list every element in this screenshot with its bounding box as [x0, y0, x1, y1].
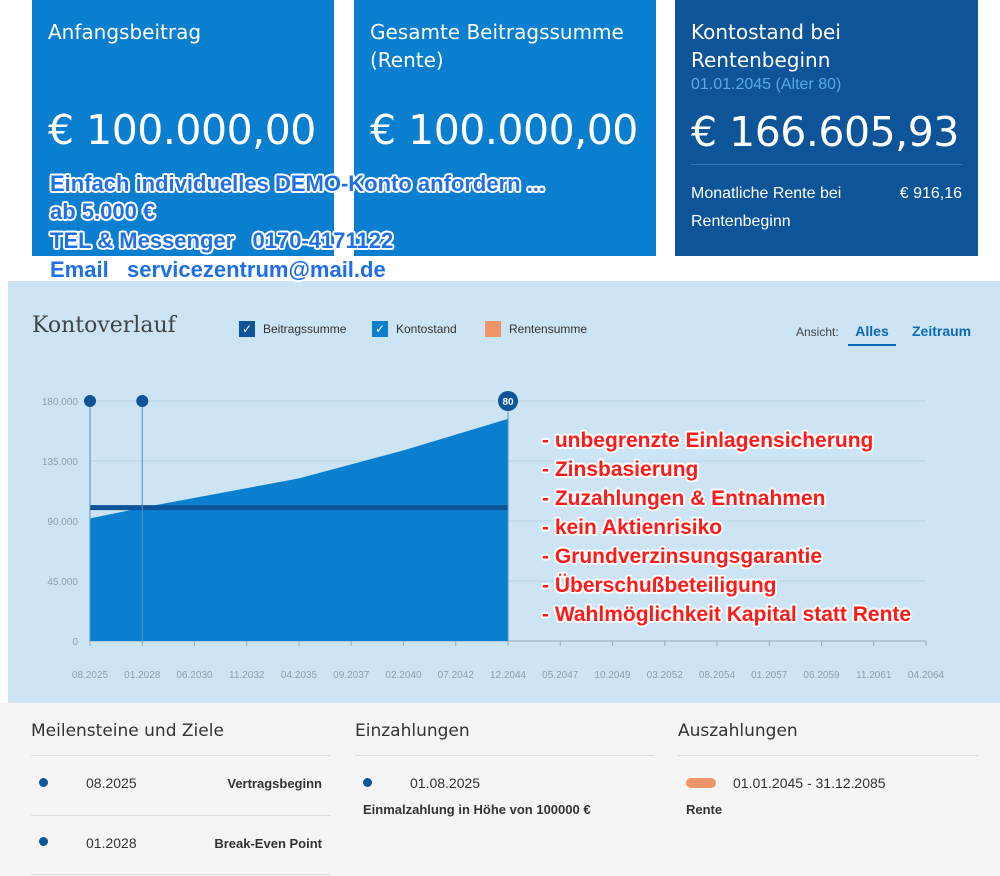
chart-canvas: 0 45.000 90.000 135.000 180.000 08.2025 01.202…: [42, 391, 945, 681]
monthly-pension-value: € 916,16: [899, 185, 962, 202]
x-tick-label: 03.2052: [647, 670, 684, 681]
feature-line: - kein Aktienrisiko: [542, 516, 723, 539]
total-contribution-card: Gesamte Beitragssumme (Rente) € 100.000,…: [354, 0, 656, 256]
legend-item-beitragssumme[interactable]: ✓ Beitragssumme: [239, 321, 346, 337]
feature-line: - Zinsbasierung: [542, 458, 699, 481]
x-tick-label: 08.2054: [699, 670, 736, 681]
view-label: Ansicht:: [796, 325, 839, 339]
payment-out-date: 01.01.2045 - 31.12.2085: [733, 775, 886, 791]
x-tick-label: 12.2044: [490, 670, 527, 681]
x-tick-label: 11.2032: [229, 670, 265, 681]
payment-in-date: 01.08.2025: [410, 775, 481, 791]
y-tick-label: 45.000: [47, 577, 78, 588]
monthly-pension-label: Monatliche Rente bei Rentenbeginn: [691, 185, 842, 230]
x-tick-label: 01.2028: [124, 670, 161, 681]
feature-line: - unbegrenzte Einlagensicherung: [542, 429, 874, 452]
ad-line: TEL & Messenger 0170-4171122: [50, 228, 394, 253]
checkbox-unchecked-icon[interactable]: [485, 321, 501, 337]
payment-in-desc: Einmalzahlung in Höhe von 100000 €: [363, 802, 591, 817]
divider: [678, 755, 978, 756]
card-amount: € 166.605,93: [691, 108, 959, 156]
milestone-dot-icon: [39, 778, 48, 787]
milestone-date: 08.2025: [86, 775, 137, 791]
legend-label: Rentensumme: [509, 322, 588, 336]
marker-dot: [84, 395, 96, 407]
details-section: Meilensteine und Ziele 08.2025 Vertragsb…: [0, 703, 1000, 876]
payments-in-heading: Einzahlungen: [355, 721, 470, 741]
payment-out-desc: Rente: [686, 802, 723, 817]
balance-at-retirement-card: Kontostand bei Rentenbeginn 01.01.2045 (…: [675, 0, 978, 256]
x-tick-label: 06.2030: [176, 670, 213, 681]
ad-line: ab 5.000 €: [50, 199, 156, 224]
divider: [31, 815, 330, 816]
milestone-label: Vertragsbeginn: [227, 776, 322, 791]
legend-label: Kontostand: [396, 322, 457, 336]
x-tick-label: 11.2061: [856, 670, 892, 681]
feature-line: - Grundverzinsungsgarantie: [542, 545, 823, 568]
chart-panel: Kontoverlauf ✓ Beitragssumme ✓ Kontostan…: [8, 281, 1000, 703]
marker-dot: [498, 391, 518, 411]
x-tick-label: 04.2035: [281, 670, 318, 681]
payment-dot-icon: [363, 778, 372, 787]
y-tick-label: 135.000: [42, 457, 79, 468]
x-tick-label: 05.2047: [542, 670, 579, 681]
marker-dot: [136, 395, 149, 407]
card-title: Gesamte Beitragssumme (Rente): [370, 20, 624, 72]
x-tick-label: 08.2025: [72, 670, 109, 681]
y-tick-label: 90.000: [47, 517, 78, 528]
card-divider: [691, 164, 962, 165]
x-tick-label: 07.2042: [438, 670, 475, 681]
payments-out-heading: Auszahlungen: [678, 721, 798, 741]
divider: [31, 755, 330, 756]
x-tick-label: 04.2064: [908, 670, 945, 681]
feature-line: - Überschußbeteiligung: [542, 574, 777, 597]
y-tick-label: 0: [72, 637, 78, 648]
x-tick-label: 09.2037: [333, 670, 370, 681]
card-amount: € 100.000,00: [370, 106, 638, 154]
divider: [355, 755, 654, 756]
initial-contribution-card: Anfangsbeitrag € 100.000,00: [32, 0, 334, 256]
legend-item-kontostand[interactable]: ✓ Kontostand: [372, 321, 457, 337]
card-title: Anfangsbeitrag: [48, 20, 202, 44]
divider: [31, 874, 330, 875]
view-tab-zeitraum[interactable]: Zeitraum: [912, 323, 972, 339]
chart-title: Kontoverlauf: [32, 313, 176, 338]
x-tick-label: 02.2040: [385, 670, 422, 681]
milestone-label: Break-Even Point: [214, 836, 322, 851]
card-subtitle: 01.01.2045 (Alter 80): [691, 76, 842, 93]
milestones-heading: Meilensteine und Ziele: [31, 721, 224, 741]
ad-line: Einfach individuelles DEMO-Konto anforde…: [50, 171, 546, 196]
card-title: Kontostand bei Rentenbeginn: [691, 20, 841, 72]
card-amount: € 100.000,00: [48, 106, 316, 154]
area-kontostand: [90, 418, 508, 641]
pension-pill-icon: [686, 778, 716, 788]
x-tick-label: 06.2059: [803, 670, 840, 681]
x-tick-label: 10.2049: [594, 670, 631, 681]
ad-line: Email servicezentrum@mail.de: [50, 257, 386, 282]
milestone-dot-icon: [39, 837, 48, 846]
legend-label: Beitragssumme: [263, 322, 347, 336]
checkbox-checked-icon[interactable]: ✓: [239, 321, 255, 337]
feature-line: - Wahlmöglichkeit Kapital statt Rente: [542, 603, 912, 626]
milestone-date: 01.2028: [86, 835, 137, 851]
view-tab-alles[interactable]: Alles: [848, 323, 896, 346]
legend-item-rentensumme[interactable]: Rentensumme: [485, 321, 587, 337]
checkbox-checked-icon[interactable]: ✓: [372, 321, 388, 337]
feature-line: - Zuzahlungen & Entnahmen: [542, 487, 826, 510]
marker-label: 80: [502, 397, 514, 408]
y-tick-label: 180.000: [42, 397, 79, 408]
x-tick-label: 01.2057: [751, 670, 788, 681]
